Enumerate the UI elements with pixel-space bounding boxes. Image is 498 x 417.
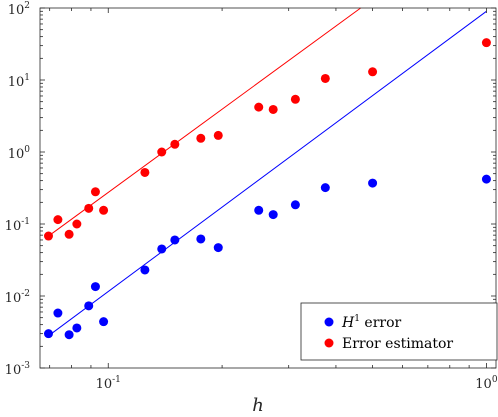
y-tick-label: 10-1: [5, 217, 30, 234]
y-tick-label: 102: [8, 1, 30, 18]
h1-error-point: [254, 205, 264, 215]
legend-marker-h1-error: [324, 317, 334, 327]
y-tick-label: 101: [8, 73, 30, 90]
error-estimator-point: [368, 67, 378, 77]
legend-label-h1-error: H1 error: [341, 314, 402, 331]
h1-error-point: [64, 330, 74, 340]
error-estimator-point: [72, 219, 82, 229]
reference-lines: [48, 7, 487, 337]
h1-error-point: [268, 210, 278, 220]
h1-error-point: [290, 200, 300, 210]
h1-error-point: [99, 317, 109, 327]
error-estimator-point: [254, 102, 264, 112]
x-axis-title: h: [252, 395, 264, 416]
error-estimator-point: [196, 133, 206, 143]
error-estimator-point: [43, 231, 53, 241]
h1-error-point: [53, 308, 63, 318]
y-tick-label: 100: [8, 145, 31, 162]
error-estimator-point: [53, 215, 63, 225]
x-tick-labels: 10-1 100: [96, 375, 498, 392]
h1-error-point: [43, 329, 53, 339]
h1-error-point: [157, 244, 167, 254]
error-estimator-point: [320, 73, 330, 83]
error-estimator-point: [268, 104, 278, 114]
h1-error-point: [90, 282, 100, 292]
y-tick-label: 10-2: [5, 289, 30, 306]
legend-label-error-estimator: Error estimator: [342, 336, 453, 352]
data-markers: [43, 38, 491, 340]
reference-line-1: [48, 7, 361, 237]
h1-error-point: [320, 183, 330, 193]
x-tick-label: 100: [475, 375, 498, 392]
axis-ticks: [40, 7, 496, 369]
h1-error-point: [170, 235, 180, 245]
h1-error-point: [140, 265, 150, 275]
error-estimator-point: [170, 139, 180, 149]
error-estimator-point: [290, 94, 300, 104]
error-estimator-point: [64, 229, 74, 239]
error-estimator-point: [140, 167, 150, 177]
plot-area: [39, 7, 497, 369]
error-estimator-point: [99, 205, 109, 215]
error-estimator-point: [157, 147, 167, 157]
h1-error-point: [368, 178, 378, 188]
reference-line-0: [48, 10, 487, 337]
h1-error-point: [72, 323, 82, 333]
error-estimator-point: [84, 203, 94, 213]
h1-error-point: [84, 301, 94, 311]
legend-marker-error-estimator: [324, 338, 334, 348]
h1-error-point: [196, 234, 206, 244]
error-estimator-point: [481, 38, 491, 48]
y-tick-labels: 10-3 10-2 10-1 100 101 102: [5, 1, 31, 378]
legend: H1 error Error estimator: [300, 302, 498, 361]
y-tick-label: 10-3: [5, 361, 31, 378]
error-estimator-point: [213, 130, 223, 140]
h1-error-point: [213, 243, 223, 253]
error-estimator-point: [90, 187, 100, 197]
legend-box: [300, 302, 498, 361]
plot-frame: [39, 7, 497, 369]
x-tick-label: 10-1: [96, 375, 121, 392]
h1-error-point: [481, 174, 491, 184]
